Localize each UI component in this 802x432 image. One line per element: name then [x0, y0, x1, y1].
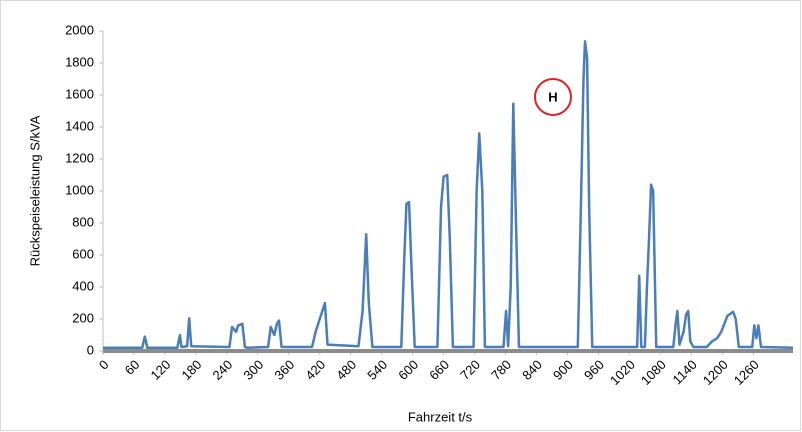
y-tick-label: 600 [72, 246, 94, 261]
y-tick-label: 1400 [65, 118, 94, 133]
y-tick-label: 1800 [65, 54, 94, 69]
y-tick-label: 800 [72, 214, 94, 229]
y-tick-label: 1200 [65, 150, 94, 165]
y-tick-label: 400 [72, 278, 94, 293]
x-axis-label: Fahrzeit t/s [408, 409, 473, 424]
y-tick-label: 200 [72, 310, 94, 325]
data-line [103, 40, 794, 350]
y-tick-label: 1600 [65, 86, 94, 101]
y-axis-label: Rückspeiseleistung S/kVA [27, 115, 42, 266]
annotation-circle [534, 78, 572, 116]
annotation-label: H [548, 89, 557, 104]
y-tick-label: 0 [87, 342, 94, 357]
y-tick-label: 2000 [65, 22, 94, 37]
y-tick-label: 1000 [65, 182, 94, 197]
